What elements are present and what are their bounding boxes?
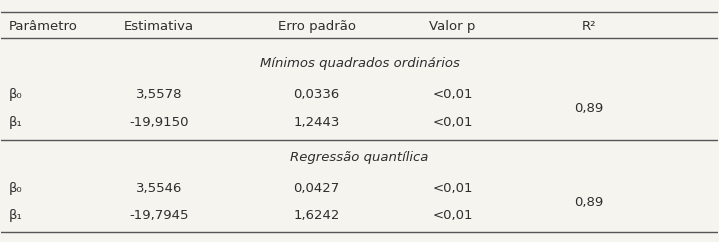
Text: <0,01: <0,01	[432, 89, 473, 101]
Text: R²: R²	[582, 20, 596, 33]
Text: <0,01: <0,01	[432, 182, 473, 195]
Text: Parâmetro: Parâmetro	[9, 20, 78, 33]
Text: <0,01: <0,01	[432, 115, 473, 129]
Text: 0,89: 0,89	[574, 196, 603, 209]
Text: -19,7945: -19,7945	[129, 209, 188, 222]
Text: β₁: β₁	[9, 115, 22, 129]
Text: 1,2443: 1,2443	[293, 115, 339, 129]
Text: 1,6242: 1,6242	[293, 209, 339, 222]
Text: Valor p: Valor p	[429, 20, 476, 33]
Text: 0,0427: 0,0427	[293, 182, 339, 195]
Text: -19,9150: -19,9150	[129, 115, 188, 129]
Text: Erro padrão: Erro padrão	[278, 20, 355, 33]
Text: 0,89: 0,89	[574, 102, 603, 115]
Text: β₀: β₀	[9, 89, 22, 101]
Text: <0,01: <0,01	[432, 209, 473, 222]
Text: Estimativa: Estimativa	[124, 20, 194, 33]
Text: Mínimos quadrados ordinários: Mínimos quadrados ordinários	[260, 57, 459, 70]
Text: Regressão quantílica: Regressão quantílica	[290, 151, 429, 164]
Text: 3,5546: 3,5546	[136, 182, 182, 195]
Text: 0,0336: 0,0336	[293, 89, 339, 101]
Text: β₀: β₀	[9, 182, 22, 195]
Text: β₁: β₁	[9, 209, 22, 222]
Text: 3,5578: 3,5578	[136, 89, 182, 101]
